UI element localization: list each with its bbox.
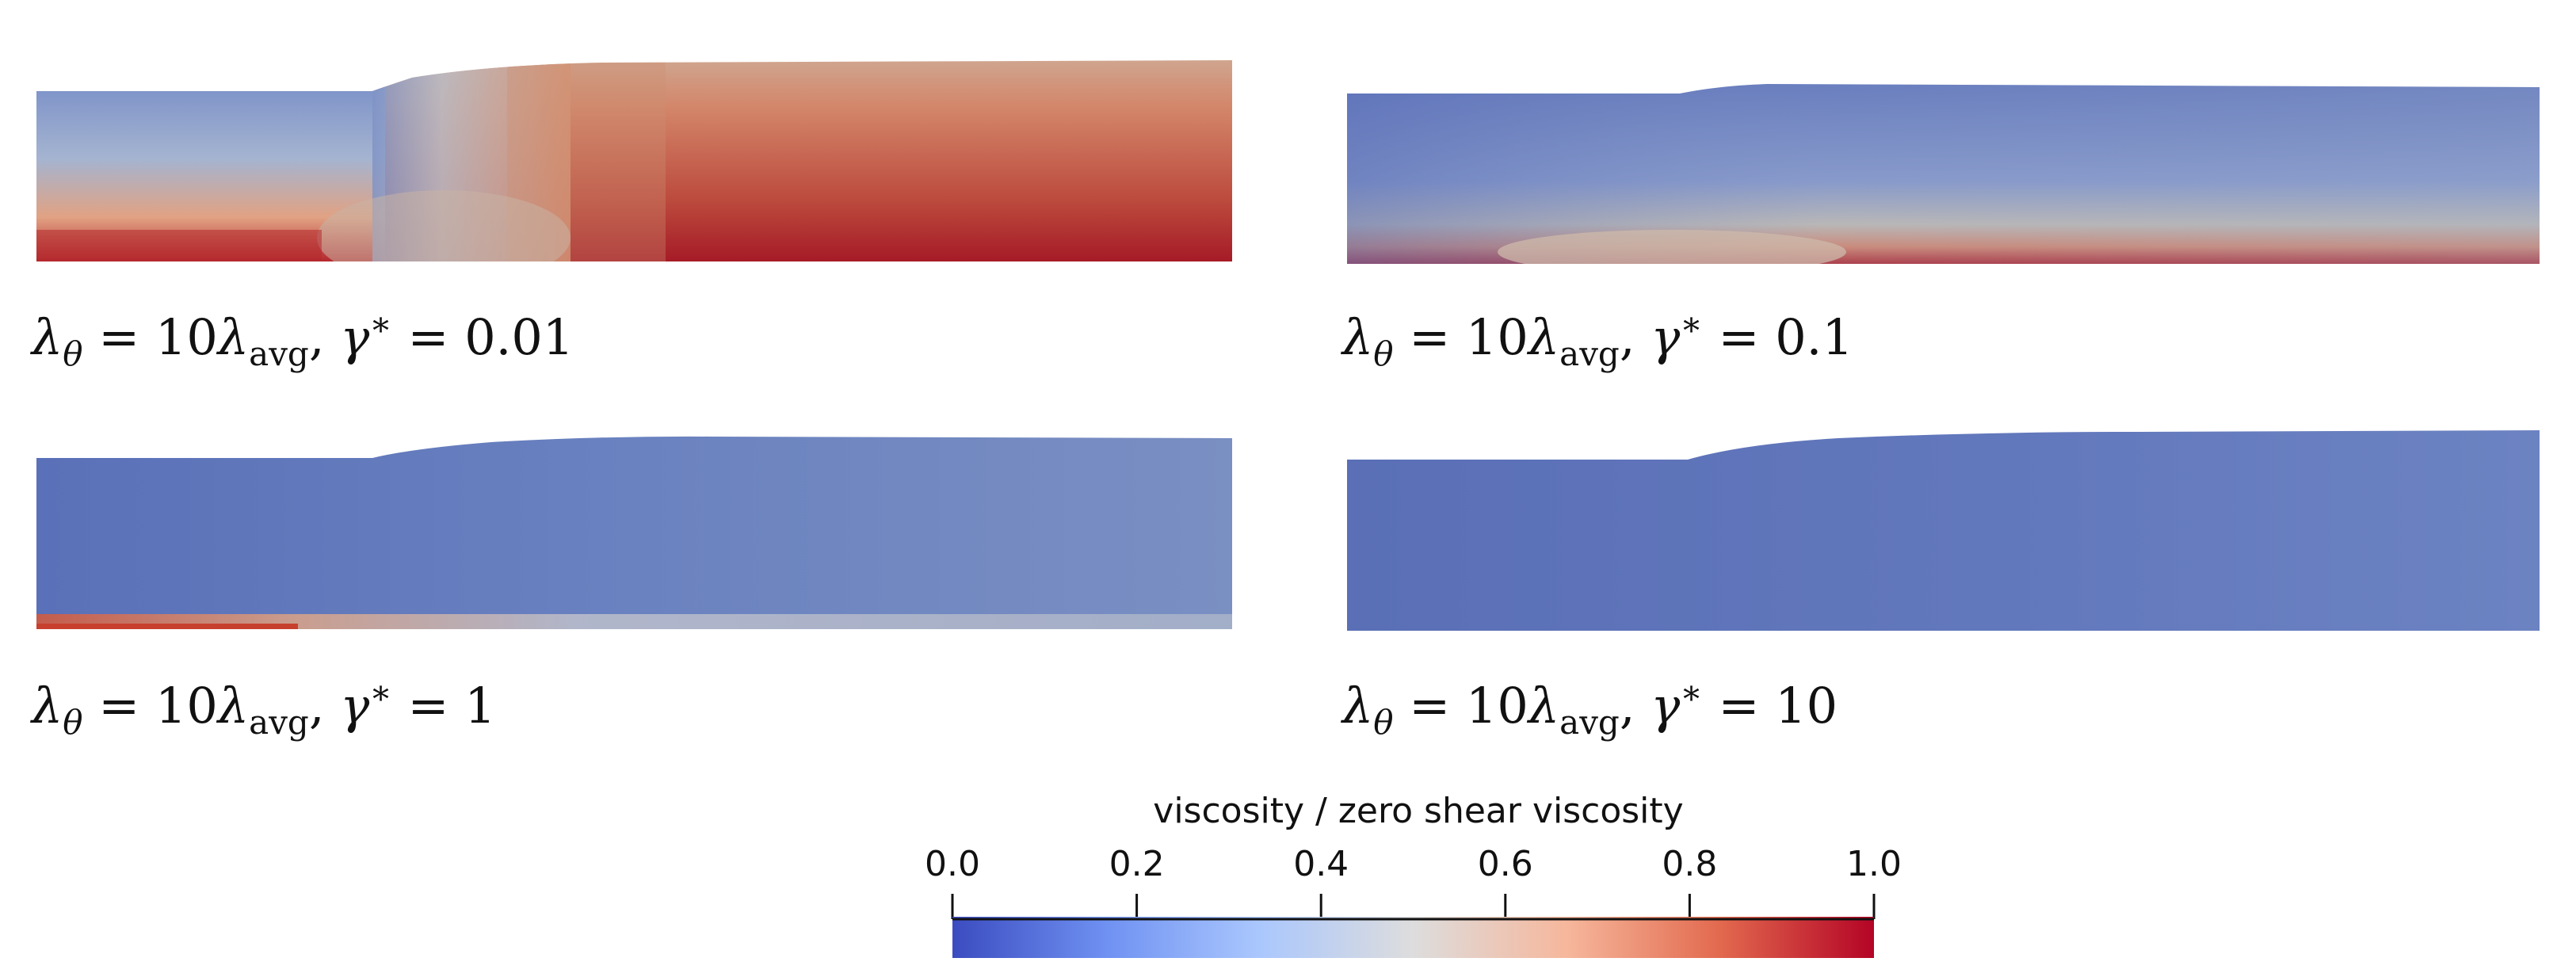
panel-4-caption: λθ = 10λavg, γ∗ = 10 — [1340, 673, 1838, 742]
panel-3-caption: λθ = 10λavg, γ∗ = 1 — [29, 673, 496, 742]
colorbar: viscosity / zero shear viscosity 0.0 0.2 0… — [925, 791, 1902, 958]
colorbar-tick-label: 0.2 — [1109, 844, 1165, 884]
colorbar-tick-label: 0.4 — [1293, 844, 1349, 884]
colorbar-tick-label: 0.8 — [1662, 844, 1717, 884]
panel-4-domain — [1347, 430, 2540, 631]
colorbar-tick-label: 1.0 — [1846, 844, 1902, 884]
colorbar-title: viscosity / zero shear viscosity — [1153, 791, 1683, 831]
panel-1-domain — [36, 60, 1232, 261]
colorbar-tick-label: 0.6 — [1478, 844, 1533, 884]
panel-3-domain — [36, 436, 1232, 629]
panel-2-caption: λθ = 10λavg, γ∗ = 0.1 — [1340, 304, 1853, 373]
colorbar-gradient — [952, 917, 1874, 958]
panel-1-caption: λθ = 10λavg, γ∗ = 0.01 — [29, 304, 574, 373]
panel-2-domain — [1347, 84, 2540, 264]
colorbar-tick-label: 0.0 — [925, 844, 980, 884]
